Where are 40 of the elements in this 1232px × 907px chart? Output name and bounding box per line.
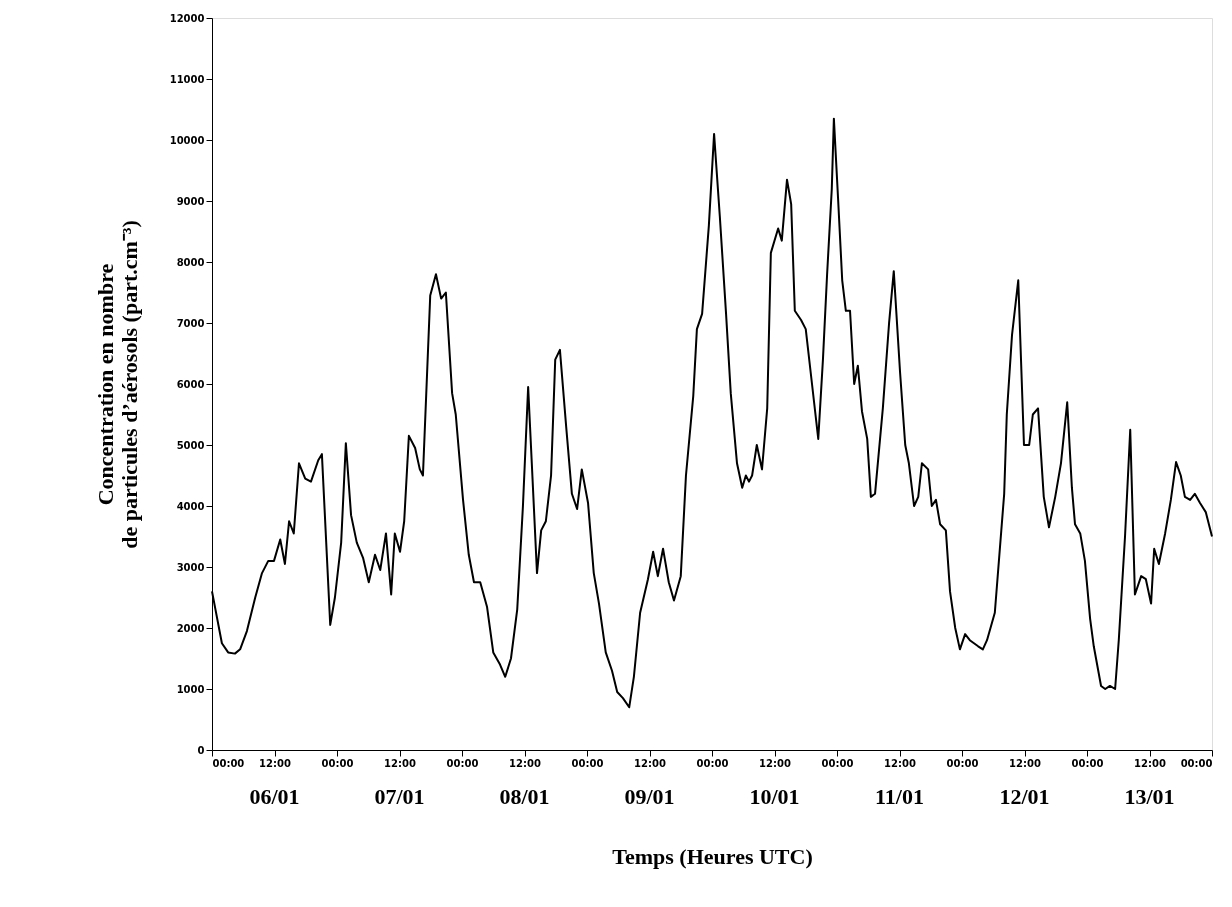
- x-tick-label: 12:00: [884, 757, 916, 769]
- y-tick-label: 0: [197, 744, 205, 756]
- x-tick-label: 12:00: [509, 757, 541, 769]
- y-tick-label: 12000: [169, 12, 205, 24]
- text: 08/01: [499, 784, 550, 809]
- text: 09/01: [624, 784, 675, 809]
- x-tick-label: 12:00: [259, 757, 291, 769]
- y-tick-label: 11000: [169, 73, 205, 85]
- text: 13/01: [1124, 784, 1175, 809]
- x-tick-label: 12:00: [634, 757, 666, 769]
- text: 06/01: [249, 784, 300, 809]
- y-tick-label: 9000: [176, 195, 205, 207]
- x-tick-label: 00:00: [212, 757, 245, 769]
- x-axis-title: Temps (Heures UTC): [612, 843, 813, 869]
- text: 10/01: [749, 784, 800, 809]
- text: 12/01: [999, 784, 1050, 809]
- y-tick-label: 7000: [176, 317, 205, 329]
- x-tick-label: 00:00: [571, 757, 604, 769]
- x-tick-label: 00:00: [821, 757, 854, 769]
- y-tick-label: 5000: [176, 439, 205, 451]
- x-tick-label: 00:00: [446, 757, 479, 769]
- x-tick-label: 00:00: [946, 757, 979, 769]
- y-tick-label: 4000: [176, 500, 205, 512]
- x-tick-label: 12:00: [384, 757, 416, 769]
- text: 11/01: [875, 784, 924, 809]
- y-tick-label: 10000: [169, 134, 205, 146]
- x-tick-label: 12:00: [1009, 757, 1041, 769]
- x-tick-label: 00:00: [1180, 757, 1213, 769]
- y-tick-label: 8000: [176, 256, 205, 268]
- x-tick-label: 00:00: [1071, 757, 1104, 769]
- y-tick-label: 2000: [176, 622, 205, 634]
- y-tick-label: 1000: [176, 683, 205, 695]
- text: 07/01: [374, 784, 425, 809]
- x-tick-label: 12:00: [759, 757, 791, 769]
- x-tick-label: 12:00: [1134, 757, 1166, 769]
- y-axis-title: Concentration en nombre de particules d’aérosols (part.cm⁻³): [92, 220, 142, 549]
- y-tick-label: 3000: [176, 561, 205, 573]
- x-tick-label: 00:00: [696, 757, 729, 769]
- x-tick-label: 00:00: [321, 757, 354, 769]
- y-tick-label: 6000: [176, 378, 205, 390]
